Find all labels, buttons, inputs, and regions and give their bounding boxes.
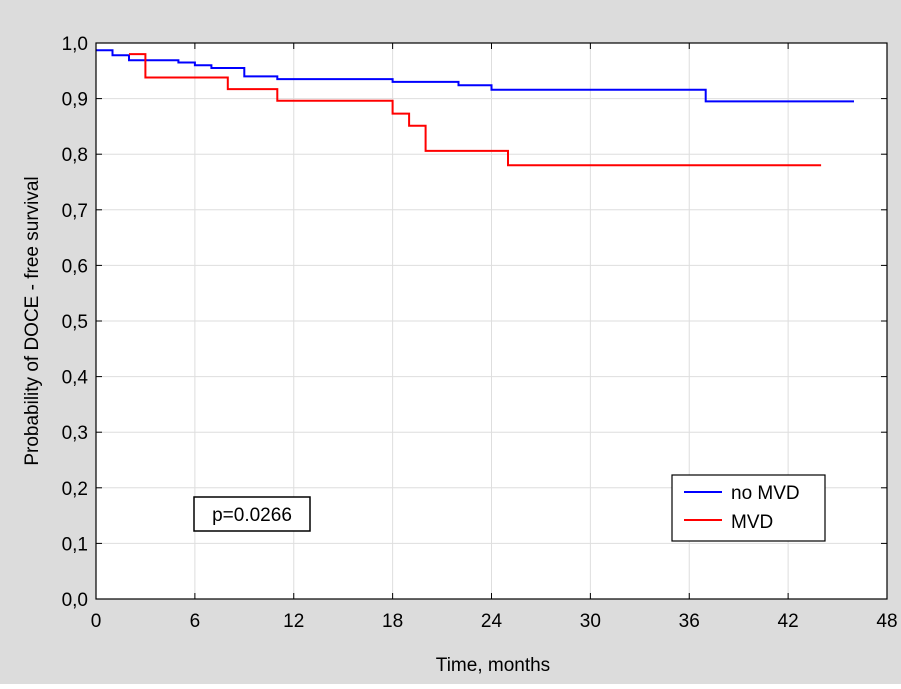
series-layer — [96, 49, 854, 167]
x-tick-label: 30 — [580, 611, 601, 632]
x-tick-label: 42 — [778, 611, 799, 632]
y-tick-label: 0,7 — [62, 201, 88, 222]
y-tick-label: 0,0 — [62, 590, 88, 611]
y-tick-label: 0,9 — [62, 90, 88, 111]
x-tick-label: 36 — [679, 611, 700, 632]
y-tick-label: 0,8 — [62, 145, 88, 166]
y-tick-label: 1,0 — [62, 34, 88, 55]
y-tick-label: 0,5 — [62, 312, 88, 333]
legend-label-mvd: MVD — [731, 512, 773, 533]
y-tick-label: 0,3 — [62, 423, 88, 444]
y-tick-label: 0,4 — [62, 368, 89, 389]
y-tick-label: 0,1 — [62, 534, 88, 555]
y-tick-label: 0,2 — [62, 479, 88, 500]
legend-label-no-mvd: no MVD — [731, 483, 800, 504]
y-tick-label: 0,6 — [62, 256, 88, 277]
x-tick-label: 24 — [481, 611, 503, 632]
axis-ticks: 0 6 12 18 24 30 36 42 48 0,0 0,1 0,2 0,3 0,4 0,5 0,6 0,7… — [62, 34, 898, 632]
series-line-no-mvd — [96, 49, 854, 103]
legend-frame — [671, 474, 826, 542]
annotation-frame — [193, 496, 311, 532]
y-axis-label: Probability of DOCE - free survival — [22, 176, 43, 465]
x-axis-label: Time, months — [436, 655, 550, 676]
x-tick-label: 6 — [190, 611, 201, 632]
series-line-mvd — [129, 53, 822, 167]
x-tick-label: 18 — [382, 611, 403, 632]
p-value-annotation: p=0.0266 — [212, 505, 292, 526]
x-tick-label: 48 — [876, 611, 897, 632]
x-tick-label: 0 — [91, 611, 102, 632]
grid — [96, 43, 887, 599]
annotation-box: p=0.0266 — [193, 496, 311, 532]
legend: no MVD MVD — [671, 474, 826, 542]
x-tick-label: 12 — [283, 611, 304, 632]
